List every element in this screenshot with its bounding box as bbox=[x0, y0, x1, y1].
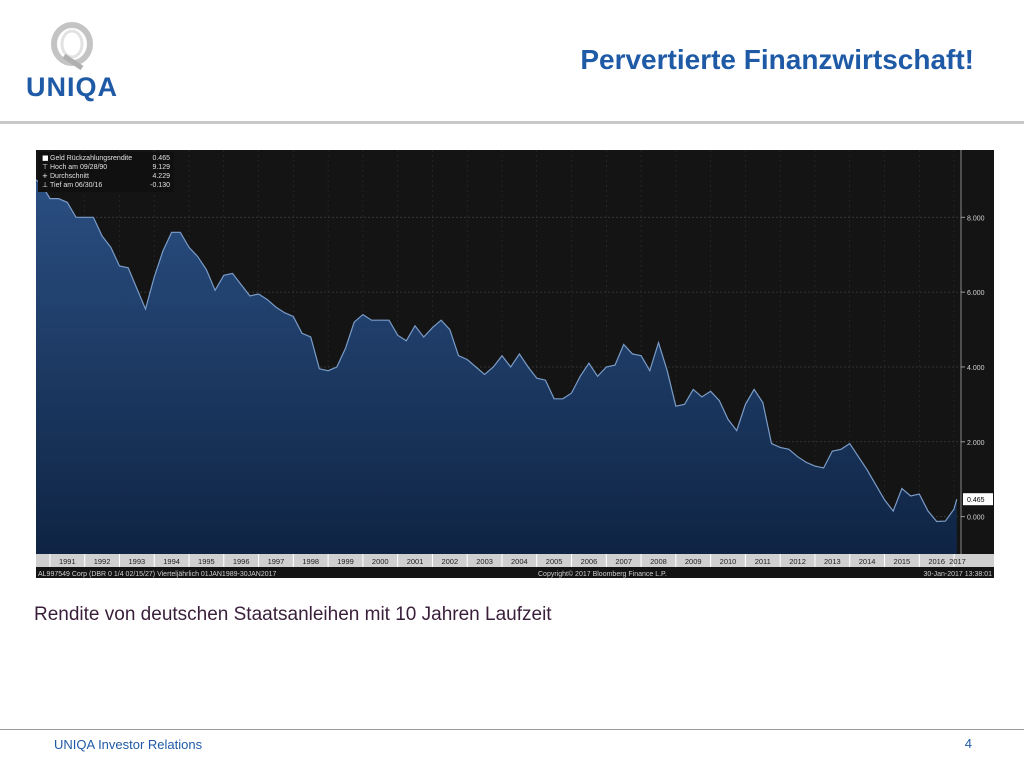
yield-area bbox=[36, 179, 957, 554]
x-tick-label: 2001 bbox=[407, 557, 424, 566]
x-tick-label: 2007 bbox=[615, 557, 632, 566]
y-tick-label: 6.000 bbox=[967, 290, 985, 297]
chart-footer-left: AL997549 Corp (DBR 0 1/4 02/15/27) Viert… bbox=[38, 571, 277, 578]
y-tick-label: 2.000 bbox=[967, 440, 985, 447]
x-tick-label: 1996 bbox=[233, 557, 250, 566]
x-axis-band bbox=[36, 554, 994, 567]
legend-label: Tief am 06/30/16 bbox=[50, 182, 102, 189]
x-tick-label: 1995 bbox=[198, 557, 215, 566]
x-tick-label: 2017 bbox=[949, 557, 966, 566]
bond-yield-chart: 0.000 2.000 4.000 6.000 8.000 1991 1992 1993 19… bbox=[36, 150, 994, 578]
footer-divider bbox=[0, 729, 1024, 730]
x-tick-label: 2006 bbox=[581, 557, 598, 566]
last-value-box bbox=[963, 493, 993, 506]
y-tick-label: 8.000 bbox=[967, 215, 985, 222]
x-tick-label: 1992 bbox=[94, 557, 111, 566]
x-tick-label: 2016 bbox=[928, 557, 945, 566]
x-tick-label: 2003 bbox=[476, 557, 493, 566]
chart-footer-band bbox=[36, 567, 994, 578]
x-tick-label: 2012 bbox=[789, 557, 806, 566]
footer-label: UNIQA Investor Relations bbox=[54, 737, 203, 752]
uniqa-logo: UNIQA bbox=[22, 22, 132, 102]
chart-footer-right: 30-Jan-2017 13:38:01 bbox=[924, 571, 993, 578]
chart-footer-center: Copyright© 2017 Bloomberg Finance L.P. bbox=[538, 570, 667, 578]
x-tick-label: 1994 bbox=[163, 557, 180, 566]
page-title: Pervertierte Finanzwirtschaft! bbox=[580, 44, 974, 75]
x-tick-label: 2004 bbox=[511, 557, 528, 566]
yield-line bbox=[36, 179, 958, 523]
x-tick-label: 2002 bbox=[441, 557, 458, 566]
x-tick-label: 1993 bbox=[129, 557, 146, 566]
x-axis-ticks: 1991 1992 1993 1994 1995 1996 1997 1998 1999 2000… bbox=[49, 554, 966, 567]
legend-label: Durchschnitt bbox=[50, 173, 89, 180]
x-tick-label: 2011 bbox=[755, 557, 771, 566]
y-axis-ticks: 0.000 2.000 4.000 6.000 8.000 bbox=[961, 215, 985, 522]
last-value-label: 0.465 bbox=[967, 497, 985, 504]
down-tick-icon: ⊥ bbox=[42, 181, 48, 189]
page-number: 4 bbox=[964, 736, 972, 751]
legend-value: 0.465 bbox=[152, 155, 170, 162]
x-tick-label: 1999 bbox=[337, 557, 354, 566]
square-icon: ■ bbox=[42, 154, 49, 162]
x-tick-label: 2014 bbox=[859, 557, 876, 566]
header-divider bbox=[0, 121, 1024, 124]
legend-label: Hoch am 09/28/90 bbox=[50, 164, 107, 171]
legend-box bbox=[38, 152, 174, 192]
plus-icon: + bbox=[42, 172, 48, 180]
x-tick-label: 2008 bbox=[650, 557, 667, 566]
y-tick-label: 4.000 bbox=[967, 365, 985, 372]
x-tick-label: 2010 bbox=[720, 557, 737, 566]
x-tick-label: 2000 bbox=[372, 557, 389, 566]
logo-text: UNIQA bbox=[26, 72, 118, 102]
x-tick-label: 2005 bbox=[546, 557, 563, 566]
legend-value: 9.129 bbox=[152, 164, 170, 171]
legend-value: -0.130 bbox=[150, 182, 170, 189]
x-tick-label: 1998 bbox=[302, 557, 319, 566]
up-tick-icon: ⊤ bbox=[42, 163, 48, 171]
last-value-marker: 0.465 bbox=[963, 493, 993, 506]
chart-legend: ■ Geld Rückzahlungsrendite 0.465 ⊤ Hoch am 0… bbox=[38, 152, 174, 192]
x-tick-label: 2013 bbox=[824, 557, 841, 566]
legend-value: 4.229 bbox=[152, 173, 170, 180]
legend-label: Geld Rückzahlungsrendite bbox=[50, 155, 132, 162]
x-tick-label: 2009 bbox=[685, 557, 702, 566]
x-tick-label: 1997 bbox=[268, 557, 285, 566]
x-tick-label: 1991 bbox=[59, 557, 76, 566]
chart-caption: Rendite von deutschen Staatsanleihen mit… bbox=[34, 604, 552, 625]
y-tick-label: 0.000 bbox=[967, 515, 985, 522]
uniqa-q-emblem-icon bbox=[51, 22, 93, 70]
x-tick-label: 2015 bbox=[894, 557, 911, 566]
